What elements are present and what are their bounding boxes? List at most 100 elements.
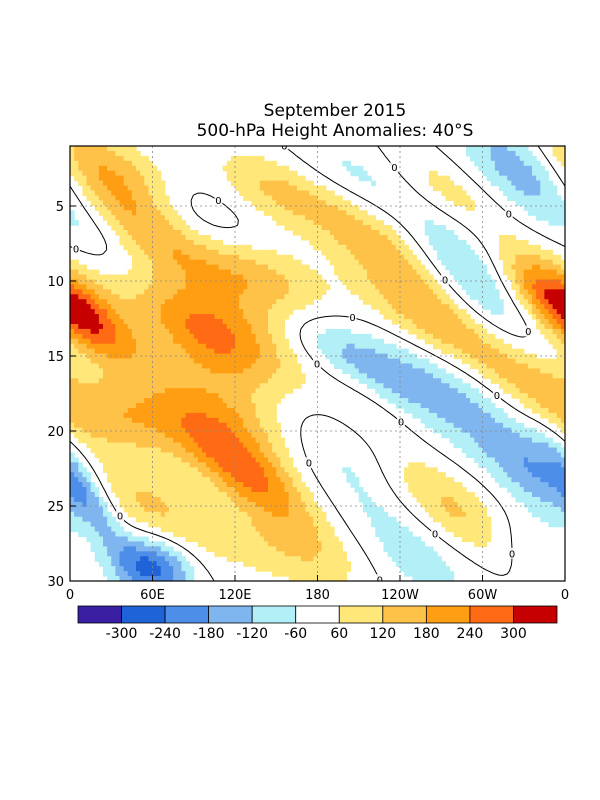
heatmap-cell [556,205,562,211]
heatmap-cell [160,319,166,325]
heatmap-cell [94,185,100,192]
heatmap-cell [173,328,178,335]
heatmap-cell [78,314,83,320]
heatmap-cell [268,348,273,355]
heatmap-cell [338,338,343,345]
heatmap-cell [317,215,323,221]
heatmap-cell [478,348,484,355]
heatmap-cell [478,432,484,439]
heatmap-cell [123,220,129,226]
heatmap-cell [519,388,525,394]
heatmap-cell [94,284,100,290]
heatmap-cell [90,160,96,167]
heatmap-cell [243,403,248,409]
heatmap-cell [94,155,100,162]
heatmap-cell [466,264,471,271]
heatmap-cell [532,205,537,211]
heatmap-cell [247,388,253,394]
heatmap-cell [515,190,521,197]
heatmap-cell [342,244,347,251]
heatmap-cell [536,393,541,399]
heatmap-cell [123,304,129,310]
heatmap-cell [441,259,446,266]
heatmap-cell [280,180,286,187]
heatmap-cell [321,210,327,216]
heatmap-cell [532,452,537,459]
heatmap-cell [507,175,512,182]
heatmap-cell [441,383,446,389]
heatmap-cell [185,452,191,459]
heatmap-cell [445,319,451,325]
heatmap-cell [544,205,550,211]
heatmap-cell [466,289,471,295]
heatmap-cell [98,442,104,449]
heatmap-cell [280,299,286,305]
heatmap-cell [478,403,484,409]
heatmap-cell [280,373,286,379]
heatmap-cell [313,289,319,295]
heatmap-cell [424,230,430,236]
heatmap-cell [136,200,141,206]
heatmap-cell [556,338,562,345]
heatmap-cell [202,427,207,434]
heatmap-cell [218,398,224,404]
heatmap-cell [519,442,525,449]
heatmap-cell [255,407,261,414]
heatmap-cell [412,274,418,281]
heatmap-cell [156,190,162,197]
heatmap-cell [325,244,331,251]
heatmap-cell [358,348,364,355]
heatmap-cell [127,314,133,320]
heatmap-cell [222,314,228,320]
heatmap-cell [86,309,92,315]
heatmap-cell [119,432,125,439]
heatmap-cell [164,244,170,251]
heatmap-cell [230,403,236,409]
heatmap-cell [251,383,257,389]
heatmap-cell [445,244,451,251]
heatmap-cell [408,294,413,300]
heatmap-cell [156,447,162,454]
heatmap-cell [103,417,108,424]
heatmap-cell [148,185,154,192]
heatmap-cell [453,378,459,384]
heatmap-cell [437,244,442,251]
heatmap-cell [131,146,137,152]
heatmap-cell [560,220,565,226]
heatmap-cell [272,299,277,305]
heatmap-cell [263,190,269,197]
heatmap-cell [544,254,550,261]
heatmap-cell [383,274,389,281]
heatmap-cell [239,175,244,182]
heatmap-cell [268,269,273,276]
heatmap-cell [313,269,319,276]
heatmap-cell [507,239,512,246]
heatmap-cell [532,368,537,374]
heatmap-cell [532,383,537,389]
heatmap-cell [507,234,512,241]
heatmap-cell [181,284,187,290]
heatmap-cell [527,165,533,172]
heatmap-cell [457,412,463,419]
heatmap-cell [90,319,96,325]
heatmap-cell [354,373,360,379]
heatmap-cell [74,314,79,320]
heatmap-cell [325,333,331,340]
heatmap-cell [453,417,459,424]
heatmap-cell [519,363,525,370]
heatmap-cell [78,378,83,384]
heatmap-cell [515,422,521,429]
heatmap-cell [276,378,281,384]
heatmap-cell [428,234,434,241]
heatmap-cell [247,155,253,162]
heatmap-cell [305,215,310,221]
heatmap-cell [371,279,376,286]
heatmap-cell [292,210,298,216]
heatmap-cell [301,269,306,276]
heatmap-cell [325,205,331,211]
heatmap-cell [276,437,281,444]
heatmap-cell [548,309,554,315]
heatmap-cell [119,403,125,409]
heatmap-cell [247,412,253,419]
heatmap-cell [379,284,385,290]
